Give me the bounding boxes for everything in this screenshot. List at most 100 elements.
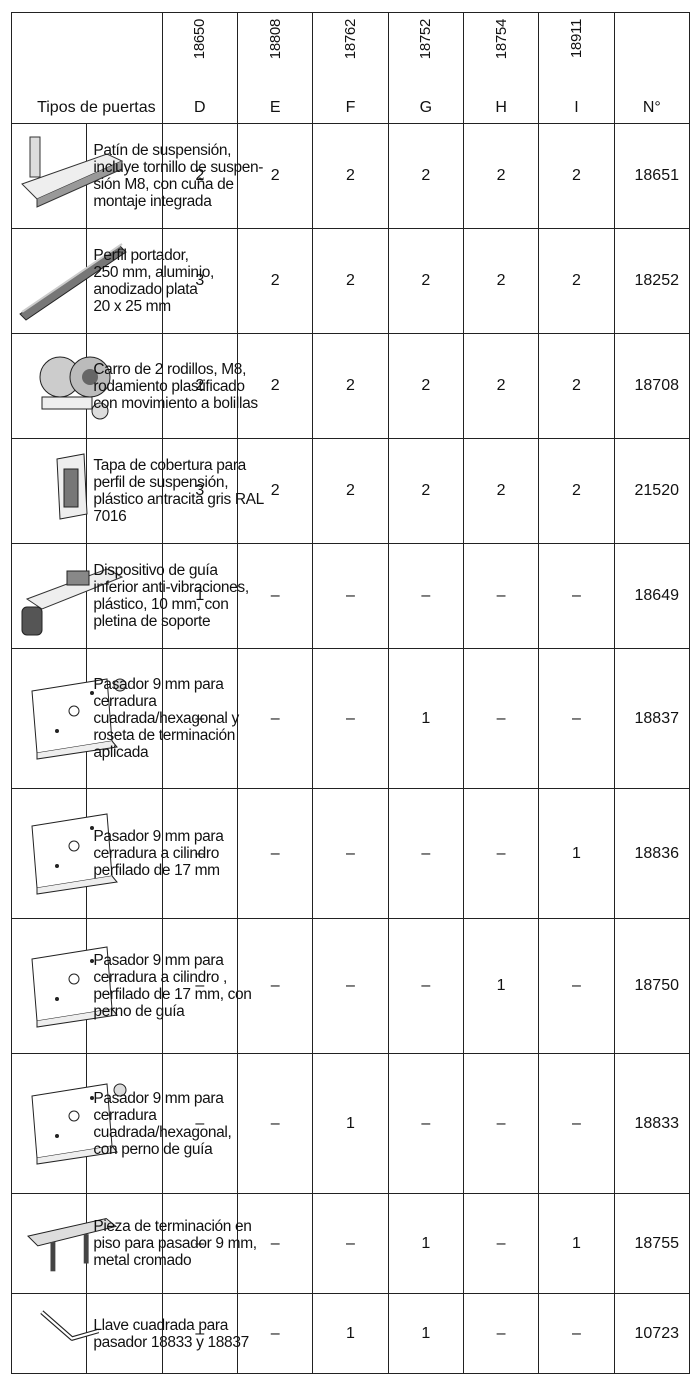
- description-line: rodamiento plastificado: [93, 377, 245, 395]
- quantity: 1: [312, 1053, 389, 1194]
- quantity: 1: [387, 648, 464, 789]
- quantity: 2: [312, 123, 389, 229]
- door-code-text: 18911: [567, 19, 585, 59]
- product-image: [31, 945, 118, 1028]
- quantity: 1: [538, 1193, 615, 1294]
- quantity: –: [236, 788, 314, 919]
- article-number: 18755: [613, 1193, 691, 1294]
- description-line: incluye tornillo de suspen-: [93, 159, 264, 176]
- description-line: Carro de 2 rodillos, M8,: [93, 360, 247, 378]
- image-cell: [10, 228, 127, 334]
- quantity: –: [161, 1053, 238, 1194]
- quantity: –: [236, 1053, 314, 1194]
- quantity: 2: [462, 333, 540, 439]
- product-image: [40, 1310, 100, 1341]
- product-image: [39, 356, 111, 419]
- product-image: [31, 813, 118, 895]
- description-line: cerradura: [93, 693, 157, 710]
- description: Pasador 9 mm para cerradura a cilindro per…: [86, 788, 224, 919]
- article-number: 18836: [613, 788, 691, 919]
- product-row: Pasador 9 mm para cerradura cuadrada/hexag…: [10, 1053, 691, 1194]
- description-line: inferior anti-vibraciones,: [93, 579, 249, 596]
- quantity: –: [236, 1193, 314, 1294]
- description-line: sión M8, con cuña de: [93, 176, 234, 193]
- description-line: montaje integrada: [93, 193, 212, 210]
- door-letter: G: [387, 89, 464, 124]
- image-cell: [10, 543, 124, 649]
- quantity: 2: [538, 228, 615, 334]
- article-number: 18649: [613, 543, 691, 649]
- header-title: Tipos de puertas: [11, 12, 163, 124]
- door-letter: H: [462, 89, 540, 124]
- description-line: plástico, 10 mm, con: [93, 596, 229, 613]
- quantity: –: [462, 1193, 540, 1294]
- quantity: –: [236, 543, 314, 649]
- header-row: Tipos de puertas 18650 18808 18762 18752 1875…: [11, 12, 691, 124]
- article-number: 18252: [613, 228, 691, 334]
- quantity: 2: [161, 333, 238, 439]
- quantity: –: [462, 543, 540, 649]
- description-line: perfilado de 17 mm: [93, 862, 220, 879]
- description: Pasador 9 mm para cerradura a cilindro ,p…: [86, 918, 252, 1054]
- quantity: 2: [387, 333, 464, 439]
- description-line: con perno de guía: [93, 1140, 213, 1158]
- description-line: cerradura a cilindro: [93, 845, 220, 862]
- description-line: roseta de terminación: [93, 727, 236, 744]
- image-cell: [10, 333, 111, 439]
- product-image: [21, 136, 124, 208]
- quantity: 2: [312, 333, 389, 439]
- quantity: 2: [538, 123, 615, 229]
- description-line: anodizado plata: [93, 281, 198, 298]
- product-image: [31, 678, 127, 760]
- quantity: 2: [236, 438, 314, 544]
- description-line: perno de guía: [93, 1003, 185, 1020]
- description-line: cerradura: [93, 1106, 157, 1124]
- quantity: –: [462, 1293, 540, 1374]
- description-line: Dispositivo de guía: [93, 562, 218, 579]
- quantity: 2: [538, 438, 615, 544]
- quantity: –: [538, 1053, 615, 1194]
- description-line: Pasador 9 mm para: [93, 1089, 224, 1107]
- description-line: Pieza de terminación en: [93, 1218, 252, 1235]
- article-number: 18833: [613, 1053, 691, 1194]
- description-line: Llave cuadrada para: [93, 1316, 229, 1334]
- description-line: Tapa de cobertura para: [93, 457, 246, 474]
- quantity: –: [236, 648, 314, 789]
- quantity: 1: [312, 1293, 389, 1374]
- door-letter: F: [312, 89, 389, 124]
- product-image: [27, 1217, 118, 1272]
- description-line: Pasador 9 mm para: [93, 676, 224, 693]
- description-line: perfilado de 17 mm, con: [93, 986, 252, 1003]
- quantity: –: [538, 918, 615, 1054]
- door-code: 18911: [538, 12, 615, 89]
- quantity: –: [161, 1293, 238, 1374]
- description-line: plástico antracita gris RAL: [93, 491, 264, 508]
- description: Carro de 2 rodillos, M8, rodamiento plast…: [86, 333, 258, 439]
- quantity: 2: [462, 228, 540, 334]
- quantity: –: [462, 648, 540, 789]
- description-line: Perfil portador,: [93, 247, 189, 264]
- image-cell: [10, 1053, 127, 1194]
- article-number: 18837: [613, 648, 691, 789]
- image-cell: [10, 788, 118, 919]
- product-row: Carro de 2 rodillos, M8, rodamiento plast…: [10, 333, 691, 439]
- description-line: 20 x 25 mm: [93, 298, 171, 315]
- description-line: cuadrada/hexagonal y: [93, 710, 239, 727]
- quantity: –: [312, 543, 389, 649]
- quantity: 2: [538, 333, 615, 439]
- description-line: cerradura a cilindro ,: [93, 969, 227, 986]
- description-line: metal cromado: [93, 1252, 192, 1269]
- quantity: –: [161, 788, 238, 919]
- quantity: –: [312, 918, 389, 1054]
- description-line: cuadrada/hexagonal,: [93, 1123, 232, 1141]
- door-letter: D: [161, 89, 238, 124]
- description-line: 7016: [93, 508, 127, 525]
- product-image: [31, 1083, 127, 1165]
- product-row: Pasador 9 mm para cerradura a cilindro ,p…: [10, 918, 691, 1054]
- product-row: Patín de suspensión, incluye tornillo de …: [10, 123, 691, 229]
- image-cell: [10, 1193, 118, 1294]
- quantity: –: [387, 918, 464, 1054]
- quantity: –: [161, 918, 238, 1054]
